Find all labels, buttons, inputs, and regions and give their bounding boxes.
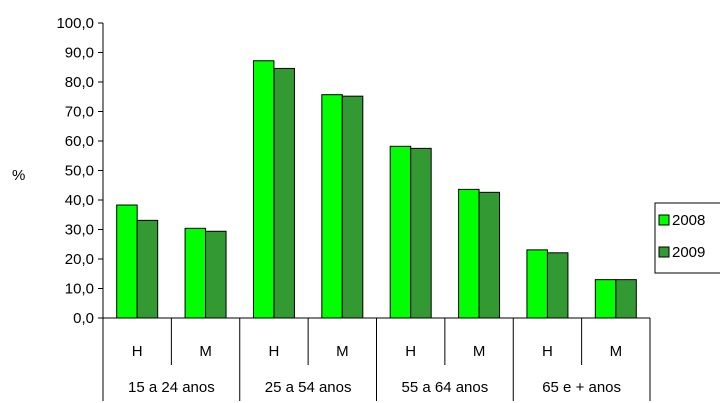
x-group-label: 15 a 24 anos [128, 379, 215, 396]
legend-swatch [658, 214, 670, 226]
bars [116, 60, 637, 319]
bar-2009-1 [136, 219, 159, 319]
y-tick-label: 50,0 [65, 163, 94, 180]
y-axis-label: % [12, 167, 25, 184]
axis-labels: 0,0 10,0 20,0 30,0 40,0 50,0 60,0 70,0 80,0 90,0 1… [56, 15, 622, 396]
x-category-label: H [405, 343, 416, 360]
bar-2009-7 [546, 252, 569, 319]
bar-2008-4 [321, 94, 343, 319]
bar-2008-3 [252, 60, 275, 319]
x-category-label: H [132, 343, 143, 360]
bar-2009-8 [615, 279, 637, 319]
x-category-label: M [199, 343, 212, 360]
x-category-label: M [336, 343, 349, 360]
x-category-label: H [542, 343, 553, 360]
x-group-label: 55 a 64 anos [402, 379, 489, 396]
bar-2008-2 [184, 227, 207, 319]
legend-label: 2009 [672, 244, 705, 261]
legend-swatch [658, 246, 670, 258]
x-group-label: 65 e + anos [542, 379, 621, 396]
y-tick-label: 20,0 [65, 251, 94, 268]
y-tick-label: 80,0 [65, 74, 94, 91]
y-tick-label: 90,0 [65, 45, 94, 62]
x-category-label: M [610, 343, 623, 360]
bar-2009-4 [341, 95, 364, 319]
bar-2009-2 [205, 230, 227, 319]
y-tick-label: 0,0 [73, 310, 94, 327]
bar-2008-7 [526, 249, 548, 319]
bar-2008-8 [594, 279, 617, 319]
bar-2008-6 [458, 188, 480, 319]
x-category-label: M [473, 343, 486, 360]
bar-2009-3 [273, 67, 295, 319]
y-tick-label: 60,0 [65, 133, 94, 150]
bar-2009-5 [410, 147, 432, 319]
x-category-label: H [269, 343, 280, 360]
axes [98, 22, 651, 401]
y-tick-label: 70,0 [65, 104, 94, 121]
legend-label: 2008 [672, 212, 705, 229]
y-tick-label: 40,0 [65, 192, 94, 209]
x-group-label: 25 a 54 anos [265, 379, 352, 396]
bar-2008-1 [116, 204, 138, 319]
legend: 2008 2009 [654, 202, 720, 274]
bar-2009-6 [478, 191, 501, 319]
y-tick-label: 100,0 [56, 15, 94, 32]
y-tick-label: 10,0 [65, 281, 94, 298]
bar-2008-5 [389, 145, 412, 319]
y-tick-label: 30,0 [65, 222, 94, 239]
